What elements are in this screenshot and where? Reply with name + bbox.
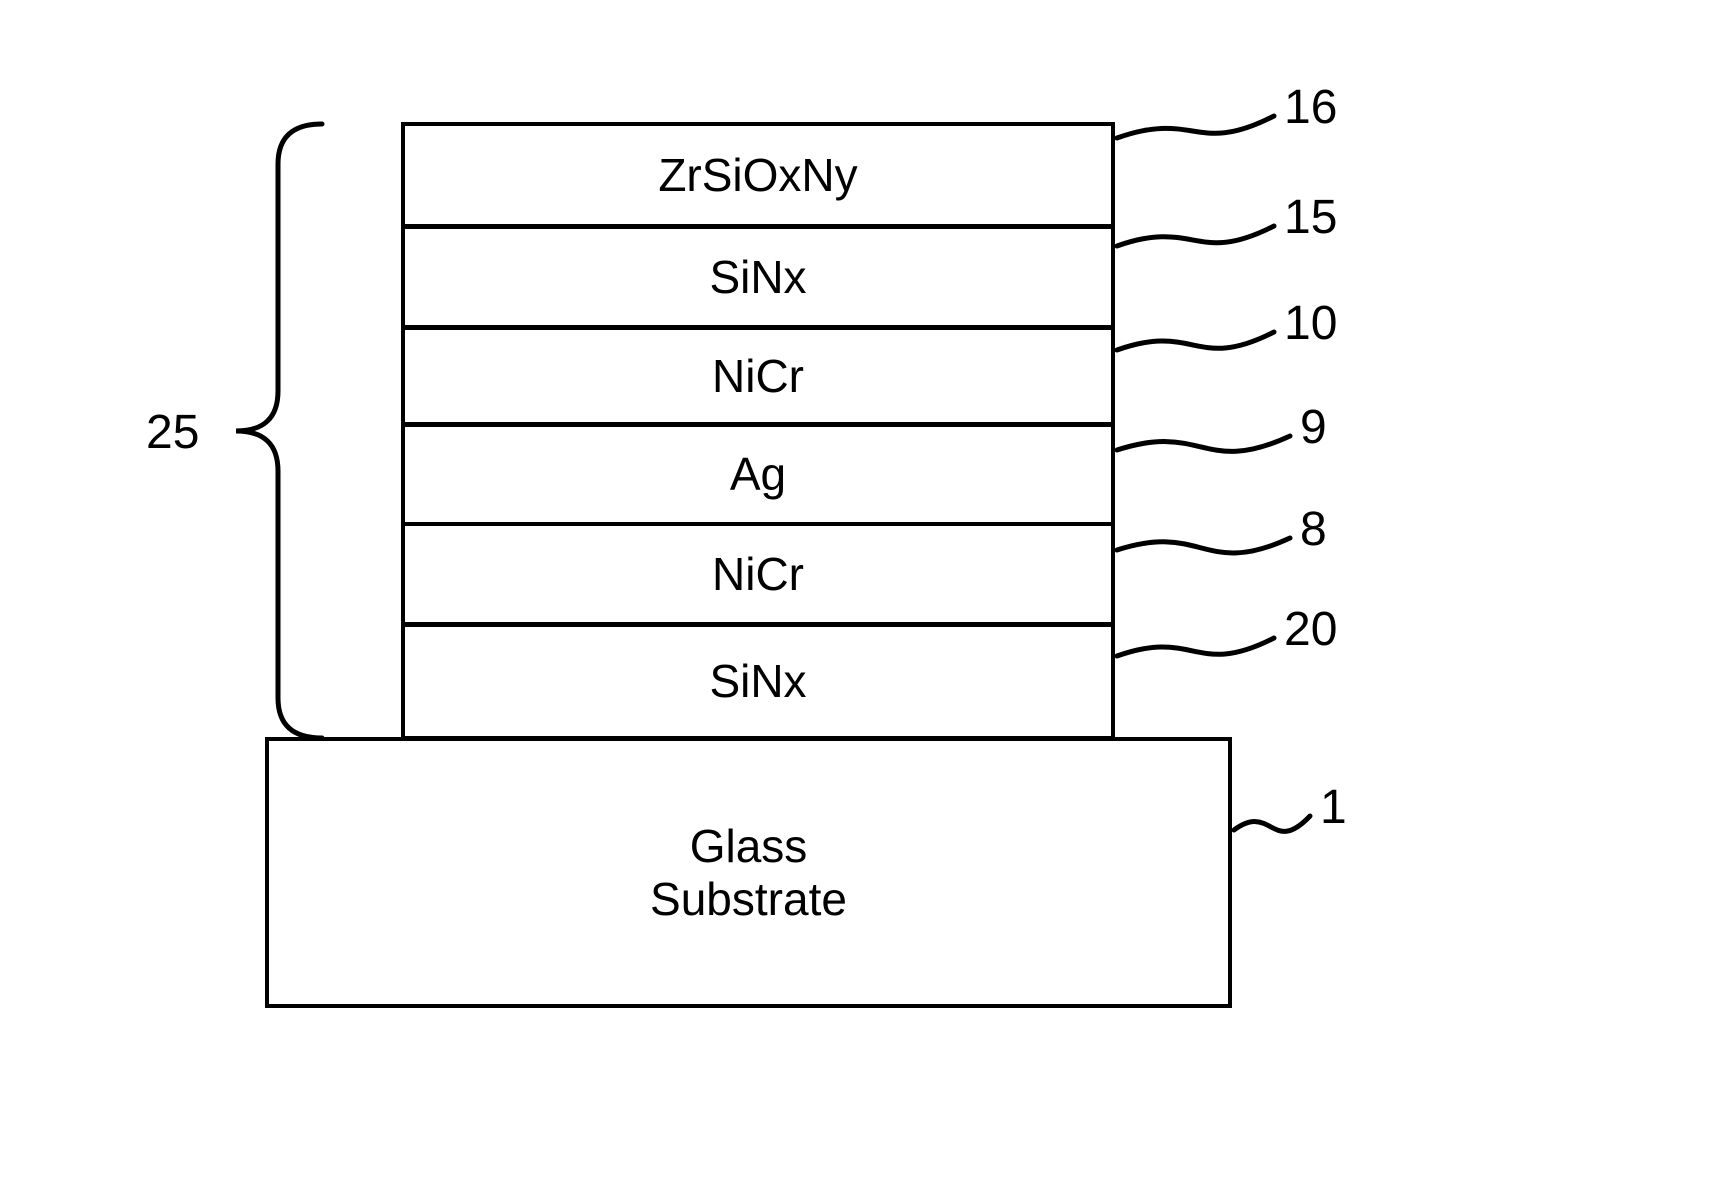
layer-9: Ag (401, 423, 1115, 526)
brace-path (236, 124, 322, 738)
leader-20 (1117, 638, 1274, 656)
ref-20: 20 (1284, 602, 1337, 657)
layer-20-label: SiNx (709, 655, 806, 708)
brace-label: 25 (146, 405, 199, 460)
leader-8 (1117, 538, 1290, 553)
layer-10: NiCr (401, 326, 1115, 426)
layer-20: SiNx (401, 623, 1115, 740)
layer-15: SiNx (401, 225, 1115, 329)
ref-15: 15 (1284, 190, 1337, 245)
substrate-1-label: Glass Substrate (650, 820, 847, 926)
layer-16: ZrSiOxNy (401, 122, 1115, 228)
leader-1 (1234, 816, 1310, 831)
layer-8-label: NiCr (712, 548, 804, 601)
leader-16 (1117, 116, 1274, 138)
ref-9: 9 (1300, 400, 1327, 455)
ref-16: 16 (1284, 80, 1337, 135)
leader-10 (1117, 332, 1274, 350)
layer-15-label: SiNx (709, 251, 806, 304)
diagram-canvas: ZrSiOxNy SiNx NiCr Ag NiCr SiNx Glass Substra… (0, 0, 1736, 1198)
leader-9 (1117, 436, 1290, 451)
layer-16-label: ZrSiOxNy (658, 149, 857, 202)
ref-1: 1 (1320, 780, 1347, 835)
layer-9-label: Ag (730, 448, 786, 501)
leader-15 (1117, 226, 1274, 246)
layer-10-label: NiCr (712, 350, 804, 403)
ref-8: 8 (1300, 502, 1327, 557)
substrate-1: Glass Substrate (265, 737, 1232, 1008)
ref-10: 10 (1284, 296, 1337, 351)
layer-8: NiCr (401, 522, 1115, 626)
